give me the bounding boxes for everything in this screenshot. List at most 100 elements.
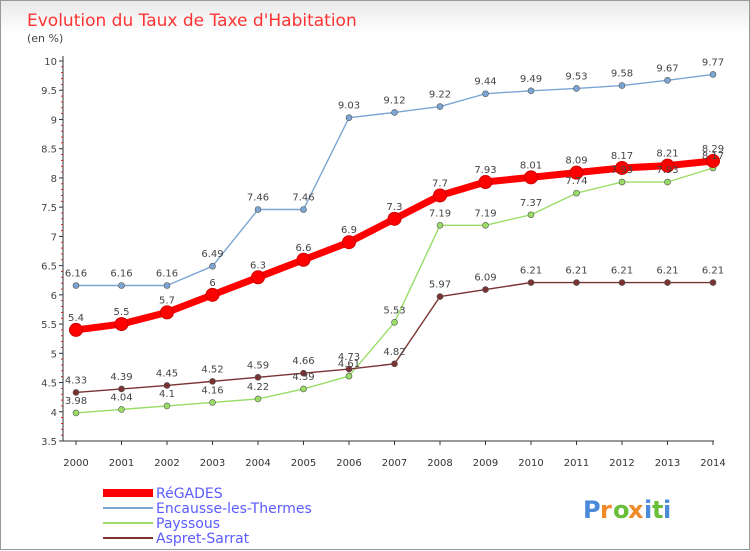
data-label: 5.4 xyxy=(68,313,84,324)
data-label: 7.19 xyxy=(429,208,451,219)
x-tick-label: 2013 xyxy=(655,458,680,469)
data-point xyxy=(573,85,580,92)
data-label: 5.7 xyxy=(159,295,175,306)
data-label: 4.82 xyxy=(383,347,405,358)
data-label: 9.77 xyxy=(702,57,724,68)
data-label: 7.37 xyxy=(520,198,542,209)
data-point xyxy=(482,90,489,98)
legend-label: Encausse-les-Thermes xyxy=(156,501,312,517)
data-point xyxy=(527,87,535,95)
y-tick-label: 4.5 xyxy=(41,379,57,390)
data-point xyxy=(391,360,398,368)
data-label: 8.09 xyxy=(565,156,587,167)
data-label: 7.74 xyxy=(565,176,587,187)
y-tick-label: 9 xyxy=(51,115,57,126)
legend-label: RéGADES xyxy=(156,486,223,502)
data-point xyxy=(478,175,493,190)
data-point xyxy=(209,378,216,385)
data-label: 6.09 xyxy=(474,273,496,284)
series-layer xyxy=(69,71,720,417)
data-label: 3.98 xyxy=(65,396,87,407)
x-tick-label: 2008 xyxy=(427,458,452,469)
data-label: 5.97 xyxy=(429,280,451,291)
data-label: 7.46 xyxy=(292,192,314,203)
y-tick-label: 5 xyxy=(51,349,57,360)
x-tick-label: 2010 xyxy=(518,458,543,469)
logo-letter: r xyxy=(600,496,612,524)
data-point xyxy=(254,373,262,381)
y-tick-label: 8 xyxy=(51,174,57,185)
data-label: 9.03 xyxy=(338,101,360,112)
data-point xyxy=(524,170,538,185)
data-label: 7.46 xyxy=(247,192,269,203)
data-point xyxy=(345,114,353,122)
data-point xyxy=(163,282,171,289)
y-tick-label: 4 xyxy=(51,408,57,419)
data-point xyxy=(254,206,262,213)
data-label: 8.17 xyxy=(611,151,633,162)
data-point xyxy=(209,262,216,270)
y-tick-label: 10 xyxy=(44,57,57,68)
data-point xyxy=(569,165,584,180)
x-tick-label: 2009 xyxy=(473,458,498,469)
data-point xyxy=(482,221,489,229)
x-tick-label: 2004 xyxy=(245,458,270,469)
legend: RéGADESEncausse-les-ThermesPayssousAspre… xyxy=(103,486,312,547)
data-label: 6.6 xyxy=(296,243,312,254)
axes: 3.5 4 4.5 5 5.5 6 6.5 7 7.5 8 8.5 9 9.5 10 2000 2001 200… xyxy=(41,56,726,469)
data-point xyxy=(664,76,671,84)
data-label: 6.9 xyxy=(341,225,357,236)
chart-title: Evolution du Taux de Taxe d'Habitation xyxy=(27,11,357,31)
data-label: 6.21 xyxy=(520,266,542,277)
data-point xyxy=(391,109,398,116)
y-tick-label: 9.5 xyxy=(41,86,57,97)
data-point xyxy=(618,279,626,286)
data-label: 6.21 xyxy=(611,266,633,277)
x-tick-label: 2012 xyxy=(609,458,634,469)
data-point xyxy=(345,365,353,373)
data-point xyxy=(618,178,626,186)
data-point xyxy=(709,279,717,286)
y-tick-label: 5.5 xyxy=(41,320,57,331)
data-label: 4.04 xyxy=(110,392,132,403)
data-point xyxy=(664,279,671,286)
data-label: 6.21 xyxy=(565,266,587,277)
data-point xyxy=(72,409,80,417)
data-label: 4.59 xyxy=(247,360,269,371)
data-point xyxy=(209,399,216,406)
data-label: 6.16 xyxy=(110,268,132,279)
data-label: 7.93 xyxy=(656,165,678,176)
x-tick-label: 2000 xyxy=(63,458,88,469)
data-point xyxy=(205,287,220,302)
data-label: 7.7 xyxy=(432,178,448,189)
data-label: 4.73 xyxy=(338,352,360,363)
data-label: 6 xyxy=(209,278,215,289)
chart-subtitle: (en %) xyxy=(27,32,63,45)
logo-letter: x xyxy=(628,496,644,524)
data-label: 7.93 xyxy=(474,165,496,176)
data-label: 4.22 xyxy=(247,382,269,393)
data-label: 9.12 xyxy=(383,95,405,106)
data-point xyxy=(387,211,402,226)
data-point xyxy=(664,178,671,186)
x-tick-label: 2014 xyxy=(700,458,725,469)
data-label: 4.66 xyxy=(292,356,314,367)
logo-letter: i xyxy=(644,496,652,524)
y-tick-label: 3.5 xyxy=(41,437,57,448)
data-label: 7.19 xyxy=(474,208,496,219)
data-point xyxy=(482,286,489,293)
data-point xyxy=(300,369,307,377)
x-tick-label: 2007 xyxy=(382,458,407,469)
data-point xyxy=(436,221,444,229)
data-point xyxy=(342,235,356,250)
x-tick-label: 2002 xyxy=(154,458,179,469)
data-point xyxy=(709,71,717,78)
data-point xyxy=(69,322,83,337)
data-point xyxy=(114,317,129,332)
data-point xyxy=(527,279,535,286)
data-point xyxy=(615,160,629,175)
data-point xyxy=(72,389,80,396)
y-tick-label: 7.5 xyxy=(41,203,57,214)
data-label: 6.16 xyxy=(156,268,178,279)
